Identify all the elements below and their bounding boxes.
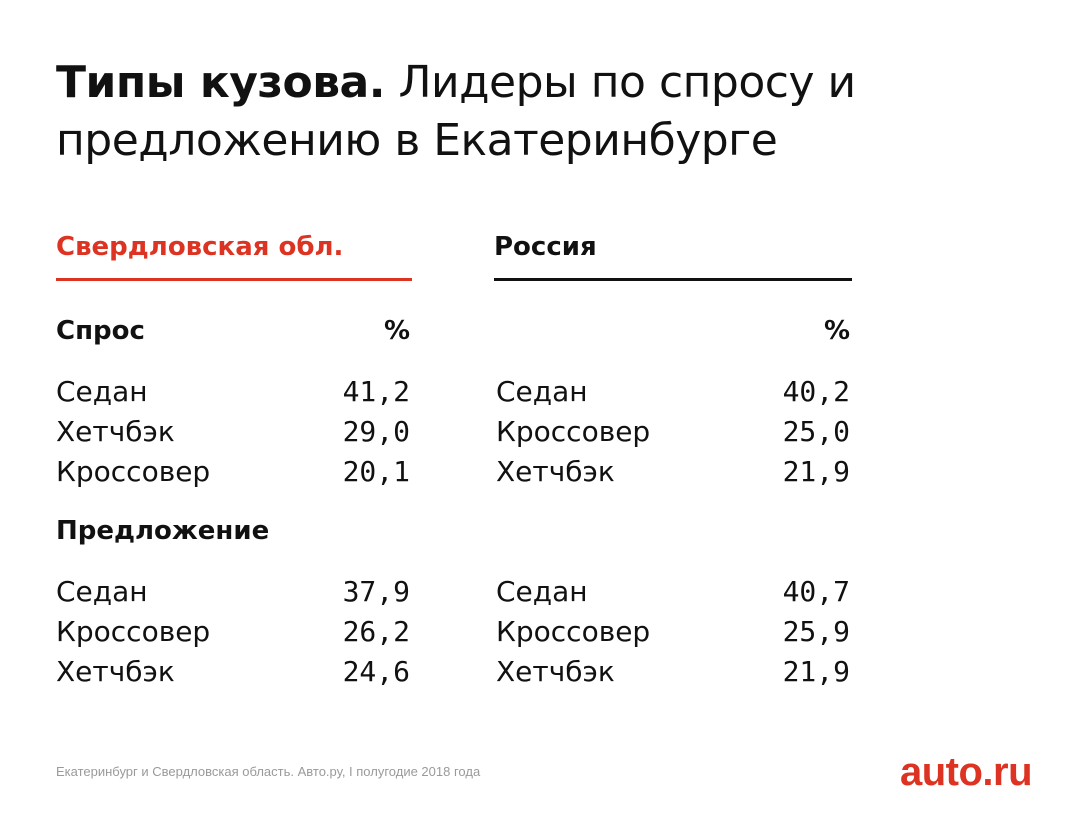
row-label: Хетчбэк bbox=[496, 455, 615, 488]
row-label: Седан bbox=[496, 375, 588, 408]
table-row: Кроссовер 20,1 bbox=[56, 452, 410, 492]
row-label: Кроссовер bbox=[56, 455, 211, 488]
title-bold: Типы кузова. bbox=[56, 57, 385, 108]
source-footnote: Екатеринбург и Свердловская область. Авт… bbox=[56, 764, 481, 779]
table-row: Хетчбэк 24,6 bbox=[56, 652, 410, 692]
row-value: 25,9 bbox=[782, 615, 850, 648]
row-value: 41,2 bbox=[342, 375, 410, 408]
row-value: 21,9 bbox=[782, 455, 850, 488]
table-row: Кроссовер 25,9 bbox=[496, 612, 850, 652]
auto-ru-logo: auto.ru bbox=[899, 750, 1033, 794]
table-row: Седан 40,7 bbox=[496, 572, 850, 612]
row-value: 20,1 bbox=[342, 455, 410, 488]
row-label: Кроссовер bbox=[56, 615, 211, 648]
section-label-supply: Предложение bbox=[56, 516, 270, 546]
table-row: Хетчбэк 21,9 bbox=[496, 452, 850, 492]
row-value: 37,9 bbox=[342, 575, 410, 608]
row-value: 29,0 bbox=[342, 415, 410, 448]
row-value: 24,6 bbox=[342, 655, 410, 688]
row-value: 40,7 bbox=[782, 575, 850, 608]
table-row: Хетчбэк 29,0 bbox=[56, 412, 410, 452]
row-label: Кроссовер bbox=[496, 615, 651, 648]
title-rest: Лидеры по спросу и предложению в Екатери… bbox=[56, 57, 856, 166]
percent-header-right: % bbox=[823, 316, 850, 346]
row-value: 21,9 bbox=[782, 655, 850, 688]
row-label: Хетчбэк bbox=[56, 415, 175, 448]
table-row: Хетчбэк 21,9 bbox=[496, 652, 850, 692]
row-value: 26,2 bbox=[342, 615, 410, 648]
region-header-sverdlovsk: Свердловская обл. bbox=[56, 232, 412, 281]
percent-header-left: % bbox=[383, 316, 410, 346]
section-label-demand: Спрос bbox=[56, 316, 145, 346]
table-row: Седан 40,2 bbox=[496, 372, 850, 412]
row-label: Кроссовер bbox=[496, 415, 651, 448]
row-label: Седан bbox=[56, 575, 148, 608]
row-label: Седан bbox=[496, 575, 588, 608]
row-label: Седан bbox=[56, 375, 148, 408]
row-value: 40,2 bbox=[782, 375, 850, 408]
row-value: 25,0 bbox=[782, 415, 850, 448]
row-label: Хетчбэк bbox=[56, 655, 175, 688]
table-row: Кроссовер 25,0 bbox=[496, 412, 850, 452]
table-row: Седан 41,2 bbox=[56, 372, 410, 412]
table-row: Седан 37,9 bbox=[56, 572, 410, 612]
table-row: Кроссовер 26,2 bbox=[56, 612, 410, 652]
row-label: Хетчбэк bbox=[496, 655, 615, 688]
chart-title: Типы кузова. Лидеры по спросу и предложе… bbox=[56, 54, 1036, 170]
region-header-russia: Россия bbox=[494, 232, 852, 281]
